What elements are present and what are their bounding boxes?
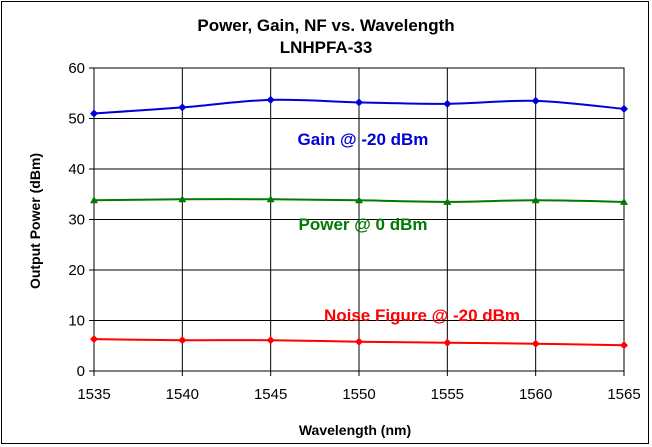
- y-tick-label: 60: [68, 60, 85, 77]
- y-tick-label: 40: [68, 161, 85, 178]
- power-0-dbm-series-label: Power @ 0 dBm: [299, 215, 428, 234]
- noise-figure-20-dbm-point: [178, 336, 186, 344]
- x-axis-label: Wavelength (nm): [299, 422, 411, 438]
- noise-figure-20-dbm-series-label: Noise Figure @ -20 dBm: [324, 306, 520, 325]
- x-tick-label: 1555: [431, 386, 464, 403]
- gain-20-dbm-series-label: Gain @ -20 dBm: [298, 130, 429, 149]
- gain-20-dbm-point: [620, 105, 628, 113]
- gain-20-dbm-point: [355, 98, 363, 106]
- gain-20-dbm-point: [90, 109, 98, 117]
- gain-20-dbm-point: [443, 100, 451, 108]
- y-tick-label: 30: [68, 212, 85, 229]
- y-tick-label: 0: [77, 363, 85, 380]
- gain-20-dbm-point: [267, 96, 275, 104]
- x-tick-label: 1535: [77, 386, 110, 403]
- y-tick-label: 50: [68, 111, 85, 128]
- y-tick-label: 20: [68, 262, 85, 279]
- series-labels: Gain @ -20 dBm Power @ 0 dBm Noise Figure …: [298, 130, 520, 325]
- noise-figure-20-dbm-point: [620, 341, 628, 349]
- noise-figure-20-dbm-point: [355, 338, 363, 346]
- noise-figure-20-dbm-point: [90, 335, 98, 343]
- gain-20-dbm-point: [178, 103, 186, 111]
- x-tick-label: 1545: [254, 386, 287, 403]
- x-tick-label: 1540: [166, 386, 199, 403]
- y-axis-label: Output Power (dBm): [27, 153, 43, 289]
- x-tick-label: 1560: [519, 386, 552, 403]
- noise-figure-20-dbm-point: [267, 336, 275, 344]
- x-tick-label: 1550: [342, 386, 375, 403]
- x-tick-label: 1565: [607, 386, 640, 403]
- gain-20-dbm-point: [532, 97, 540, 105]
- y-tick-label: 10: [68, 313, 85, 330]
- noise-figure-20-dbm-point: [443, 339, 451, 347]
- noise-figure-20-dbm-point: [532, 340, 540, 348]
